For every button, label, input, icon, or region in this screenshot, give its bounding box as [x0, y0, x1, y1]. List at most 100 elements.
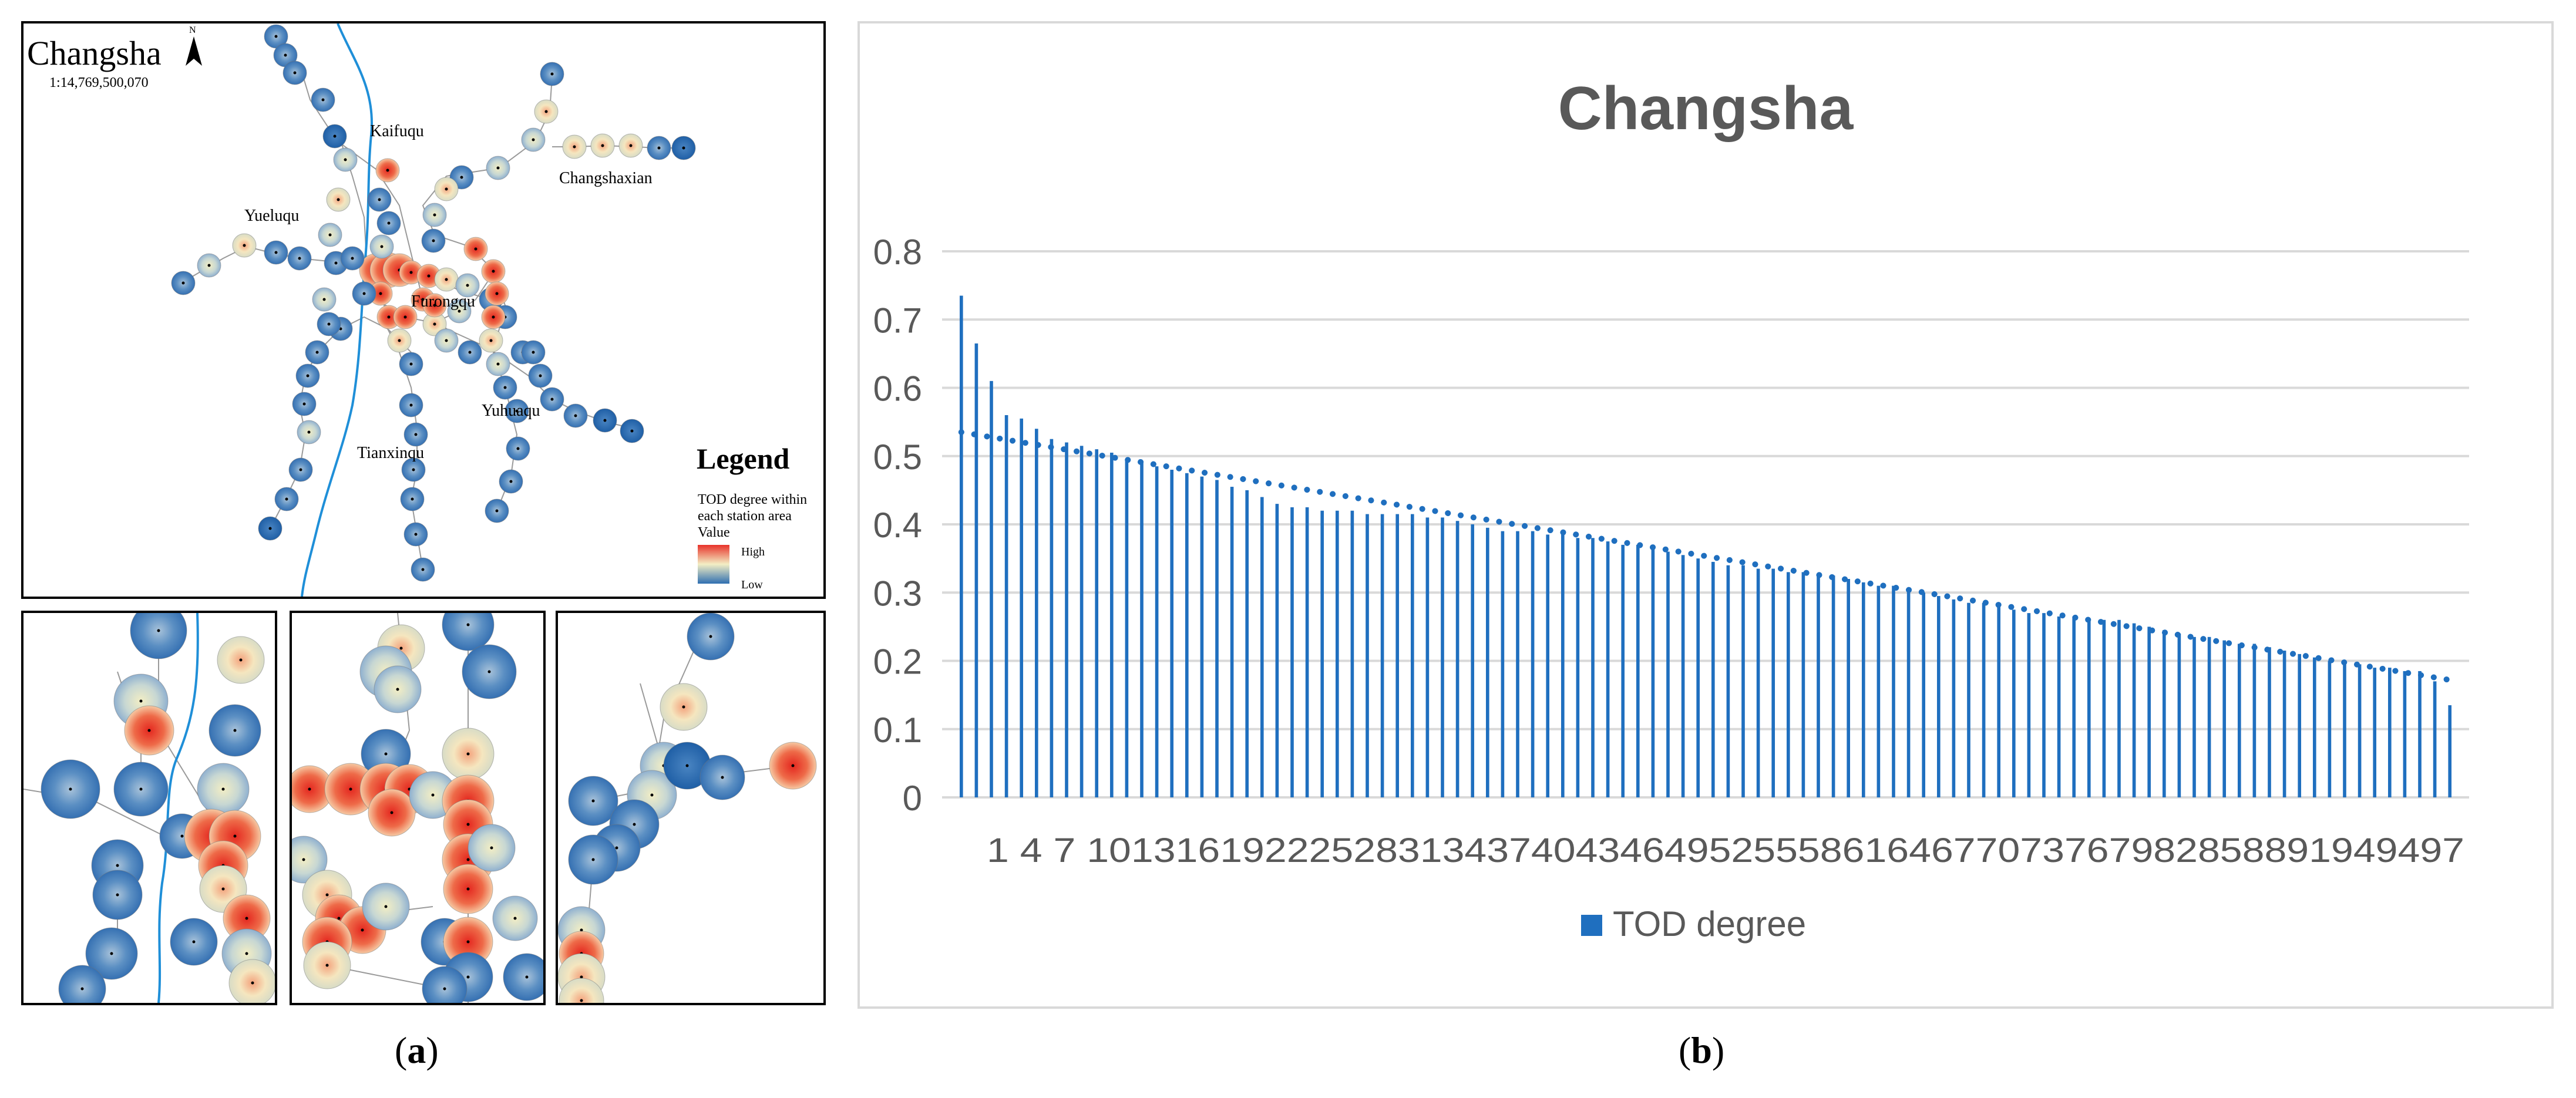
station-point	[239, 658, 243, 662]
station-point	[580, 928, 583, 932]
y-tick-label: 0.5	[873, 437, 922, 477]
bar	[1410, 514, 1414, 797]
bar	[1516, 531, 1519, 797]
station-point	[682, 705, 685, 709]
bar	[1651, 548, 1655, 797]
bar	[1786, 572, 1790, 797]
station-point	[433, 322, 436, 326]
station-point	[322, 298, 326, 301]
station-buffer	[422, 966, 468, 1003]
station-point	[487, 670, 491, 673]
north-arrow-icon	[186, 36, 202, 66]
bar	[990, 380, 993, 797]
station-buffer	[292, 836, 328, 884]
station-point	[466, 623, 470, 627]
station-point	[308, 787, 311, 791]
station-point	[337, 198, 340, 201]
bar	[2132, 623, 2136, 797]
map-city-title: Changsha	[27, 34, 162, 72]
caption-a-letter: a	[407, 1029, 426, 1071]
bar	[1260, 497, 1264, 797]
x-axis-tick-labels: 1 4 7 1013161922252831343740434649525558…	[987, 831, 2464, 870]
station-point	[466, 752, 470, 756]
station-point	[496, 166, 500, 170]
legend-desc-1: TOD degree within	[698, 492, 807, 507]
station-point	[233, 834, 237, 838]
bar	[1290, 507, 1294, 797]
bar	[1200, 476, 1204, 797]
station-point	[490, 846, 493, 850]
bar	[1425, 517, 1430, 797]
caption-b: (b)	[1679, 1029, 1725, 1071]
bar	[1455, 521, 1459, 797]
bar	[1892, 585, 1895, 797]
station-point	[147, 729, 151, 732]
district-label: Yuhuaqu	[482, 402, 540, 420]
station-point	[532, 138, 535, 142]
legend-desc-3: Value	[698, 525, 730, 540]
bar	[1245, 490, 1249, 797]
station-point	[466, 823, 470, 826]
bar	[1876, 585, 1881, 797]
station-point	[80, 987, 84, 991]
bar	[2358, 664, 2362, 797]
bar	[1065, 442, 1068, 797]
river	[157, 613, 199, 1003]
station-point	[315, 351, 319, 354]
station-point	[492, 315, 495, 319]
station-point	[721, 776, 724, 779]
station-point	[466, 975, 470, 979]
station-point	[421, 298, 425, 301]
inset-canvas	[558, 613, 817, 1003]
trendline	[958, 429, 2453, 683]
station-point	[513, 917, 517, 920]
bar	[1320, 510, 1324, 797]
station-point	[516, 447, 520, 450]
station-point	[615, 846, 618, 850]
station-point	[379, 292, 382, 295]
bar	[2087, 619, 2091, 797]
bar	[1230, 487, 1234, 797]
station-point	[243, 244, 246, 247]
bar	[1366, 514, 1369, 797]
bar	[1681, 555, 1685, 797]
station-point	[574, 414, 577, 417]
legend-low-label: Low	[741, 578, 763, 591]
bar	[2328, 661, 2332, 797]
station-buffer	[559, 978, 604, 1003]
station-point	[302, 402, 306, 406]
map-legend: Legend TOD degree within each station ar…	[697, 442, 807, 591]
station-point	[334, 261, 338, 265]
bar	[2387, 668, 2392, 797]
bar	[2252, 644, 2256, 797]
bar	[1350, 510, 1354, 797]
y-axis-ticks: 0 0.1 0.2 0.3 0.4 0.5 0.6 0.7 0.8	[873, 233, 922, 818]
bar	[1741, 565, 1745, 797]
map-canvas: Changsha N 1:14,769,500,070 Kaifuqu Yuel…	[27, 23, 807, 597]
station-point	[302, 858, 305, 861]
station-point	[427, 274, 431, 278]
chart-frame: Changsha 0 0.1 0.2 0.3 0.4 0.5 0.6 0.7 0.8 1 4 7…	[857, 21, 2554, 1009]
tod-bar-chart: Changsha 0 0.1 0.2 0.3 0.4 0.5 0.6 0.7 0.8 1 4 7…	[873, 75, 2469, 944]
station-point	[550, 398, 554, 401]
station-point	[466, 858, 470, 861]
station-point	[362, 292, 366, 295]
map-scale: 1:14,769,500,070	[49, 75, 149, 90]
trendline-path	[958, 429, 2453, 683]
bar	[1546, 534, 1550, 797]
station-point	[268, 527, 272, 530]
legend-desc-2: each station area	[698, 508, 792, 524]
chart-bars	[959, 295, 2452, 797]
station-point	[221, 787, 225, 791]
station-point	[251, 981, 254, 985]
inset-canvas	[23, 613, 275, 1003]
station-point	[399, 646, 403, 650]
bar	[1485, 527, 1489, 797]
y-tick-label: 0.3	[873, 574, 922, 613]
station-point	[274, 251, 278, 254]
station-point	[421, 568, 425, 571]
metro-stations	[171, 24, 696, 582]
station-point	[293, 71, 297, 75]
station-point	[601, 144, 604, 147]
station-point	[414, 533, 418, 536]
